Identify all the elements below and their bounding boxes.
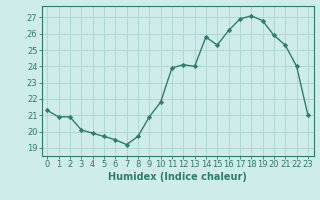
X-axis label: Humidex (Indice chaleur): Humidex (Indice chaleur) — [108, 172, 247, 182]
